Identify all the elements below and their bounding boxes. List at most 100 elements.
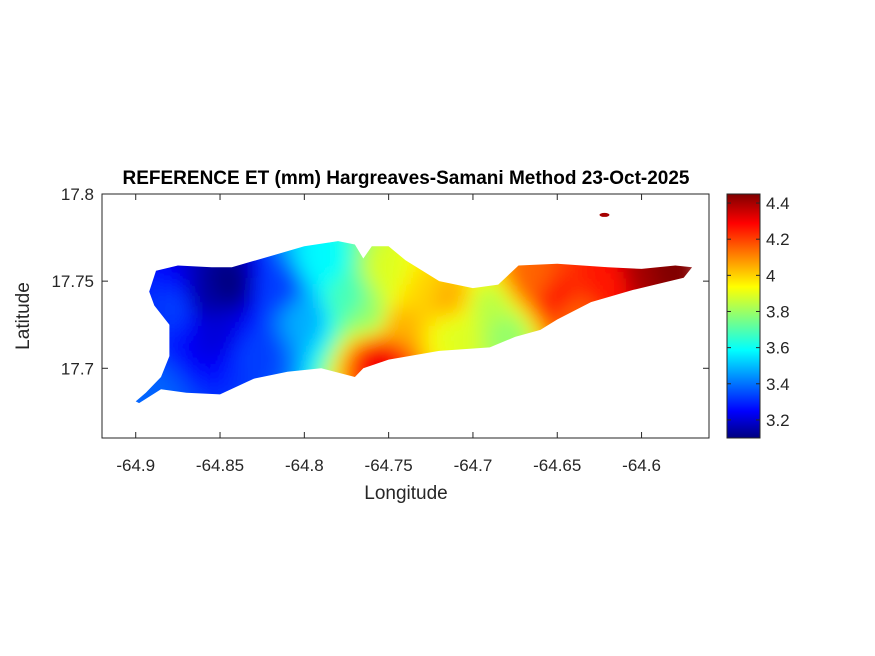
heat-cell xyxy=(500,284,507,291)
heat-cell xyxy=(266,302,273,309)
heat-cell xyxy=(212,290,219,297)
y-axis-label: Latitude xyxy=(13,282,34,350)
heat-cell xyxy=(584,290,591,297)
heat-cell xyxy=(362,344,369,351)
heat-cell xyxy=(566,284,573,291)
heat-cell xyxy=(428,320,435,327)
heat-cell xyxy=(356,362,363,369)
heat-cell xyxy=(314,332,321,339)
heat-cell xyxy=(632,278,639,285)
heat-cell xyxy=(170,284,177,291)
heat-cell xyxy=(476,302,483,309)
heat-cell xyxy=(560,290,567,297)
heat-cell xyxy=(302,260,309,267)
heat-cell xyxy=(632,272,639,279)
heat-cell xyxy=(416,338,423,345)
heat-cell xyxy=(494,290,501,297)
heat-cell xyxy=(188,284,195,291)
heat-cell xyxy=(308,320,315,327)
heat-cell xyxy=(290,272,297,279)
heat-cell xyxy=(302,308,309,315)
heat-cell xyxy=(386,314,393,321)
heat-cell xyxy=(380,266,387,273)
heat-cell xyxy=(326,350,333,357)
heat-cell xyxy=(230,374,237,381)
heat-cell xyxy=(260,332,267,339)
heat-cell xyxy=(338,254,345,261)
heat-cell xyxy=(224,338,231,345)
heat-cell xyxy=(260,308,267,315)
heat-cell xyxy=(488,326,495,333)
heat-cell xyxy=(542,302,549,309)
heat-cell xyxy=(308,254,315,261)
heat-cell xyxy=(254,314,261,321)
heat-cell xyxy=(476,326,483,333)
heat-cell xyxy=(212,368,219,375)
heat-cell xyxy=(194,320,201,327)
heat-cell xyxy=(380,350,387,357)
heat-cell xyxy=(488,290,495,297)
heat-cell xyxy=(218,302,225,309)
heat-cell xyxy=(608,278,615,285)
heat-cell xyxy=(344,290,351,297)
heat-cell xyxy=(410,266,417,273)
heat-cell xyxy=(164,374,171,381)
heat-cell xyxy=(584,272,591,279)
heat-cell xyxy=(332,284,339,291)
heat-cell xyxy=(176,344,183,351)
heat-cell xyxy=(140,392,147,399)
heat-cell xyxy=(260,272,267,279)
heat-cell xyxy=(416,308,423,315)
heat-cell xyxy=(500,302,507,309)
heat-cell xyxy=(284,308,291,315)
heat-cell xyxy=(158,374,165,381)
heat-cell xyxy=(476,284,483,291)
heat-cell xyxy=(380,338,387,345)
heat-cell xyxy=(302,302,309,309)
heat-cell xyxy=(386,284,393,291)
heat-cell xyxy=(212,308,219,315)
heat-cell xyxy=(308,248,315,255)
heat-cell xyxy=(230,272,237,279)
heat-cell xyxy=(482,332,489,339)
heat-cell xyxy=(296,344,303,351)
heat-cell xyxy=(296,248,303,255)
heat-cell xyxy=(326,266,333,273)
heat-cell xyxy=(308,338,315,345)
heat-cell xyxy=(584,284,591,291)
heat-cell xyxy=(272,332,279,339)
heat-cell xyxy=(332,278,339,285)
heat-cell xyxy=(200,302,207,309)
heat-cell xyxy=(272,338,279,345)
heat-cell xyxy=(200,314,207,321)
heat-cell xyxy=(332,314,339,321)
heat-cell xyxy=(392,284,399,291)
heat-cell xyxy=(254,302,261,309)
heat-cell xyxy=(356,290,363,297)
heat-cell xyxy=(506,272,513,279)
heat-cell xyxy=(326,278,333,285)
heat-cell xyxy=(362,272,369,279)
heat-cell xyxy=(446,290,453,297)
heat-cell xyxy=(362,338,369,345)
heat-cell xyxy=(302,266,309,273)
heat-cell xyxy=(368,320,375,327)
heat-cell xyxy=(494,314,501,321)
heat-cell xyxy=(170,350,177,357)
heat-cell xyxy=(470,302,477,309)
heat-cell xyxy=(284,350,291,357)
heat-cell xyxy=(326,356,333,363)
heat-cell xyxy=(344,344,351,351)
heat-cell xyxy=(428,308,435,315)
heat-cell xyxy=(206,362,213,369)
heat-cell xyxy=(224,302,231,309)
heat-cell xyxy=(410,320,417,327)
x-tick-label: -64.75 xyxy=(365,456,413,475)
heat-cell xyxy=(416,290,423,297)
heat-cell xyxy=(314,254,321,261)
heat-cell xyxy=(338,284,345,291)
heat-cell xyxy=(488,308,495,315)
heat-cell xyxy=(200,374,207,381)
heat-cell xyxy=(302,296,309,303)
heat-cell xyxy=(542,266,549,273)
